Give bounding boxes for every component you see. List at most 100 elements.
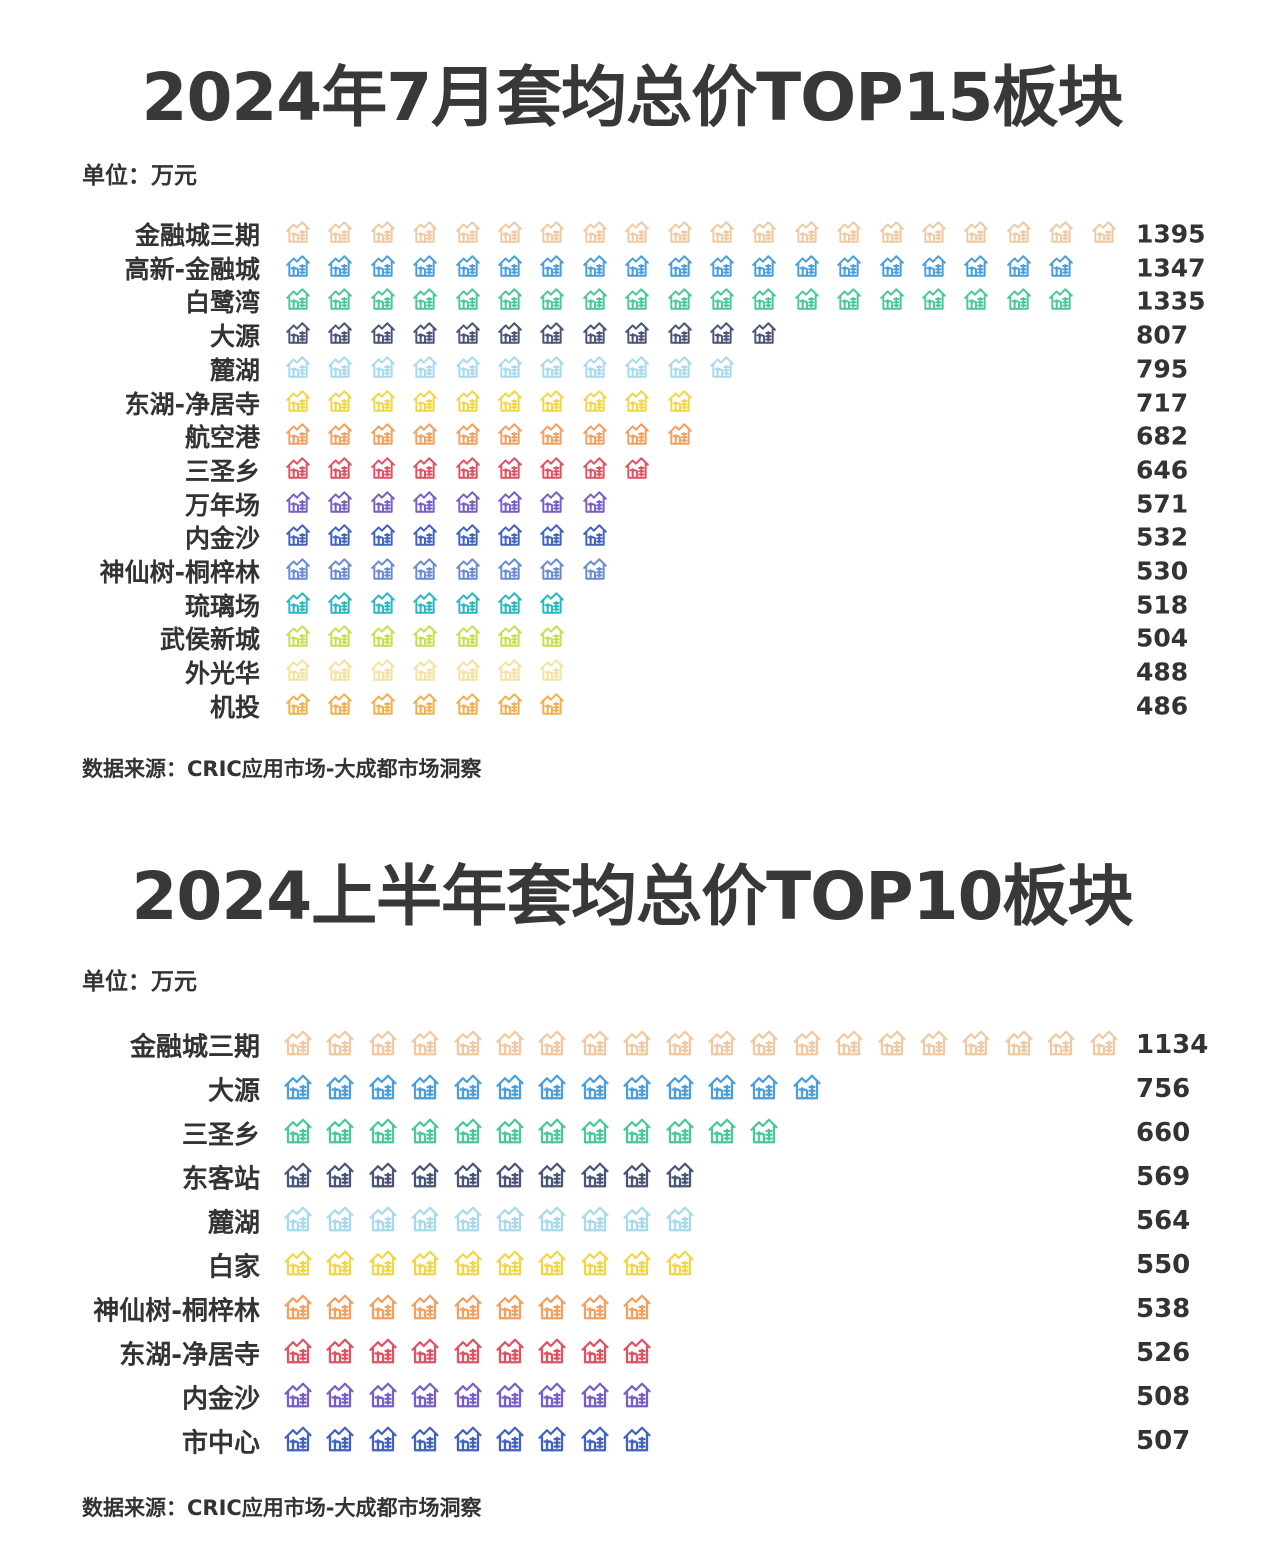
house-icon: [410, 1028, 440, 1062]
house-icon: [537, 1292, 567, 1326]
house-icon: [624, 286, 650, 316]
house-icon: [539, 286, 565, 316]
category-label: 琉璃场: [184, 591, 260, 621]
house-icon: [412, 219, 438, 249]
house-icon: [539, 489, 565, 519]
value-label: 795: [1136, 354, 1189, 384]
category-label: 金融城三期: [134, 221, 260, 250]
house-icon: [921, 219, 947, 249]
category-label: 机投: [209, 692, 260, 722]
house-icon: [283, 1380, 313, 1414]
value-label: 569: [1136, 1162, 1191, 1192]
house-icon: [751, 219, 777, 249]
house-icon: [622, 1028, 652, 1062]
category-label: 市中心: [181, 1428, 260, 1459]
house-icon: [665, 1116, 695, 1150]
house-icon: [285, 657, 311, 687]
category-label: 神仙树-桐梓林: [99, 558, 260, 587]
house-icon: [327, 253, 353, 283]
house-icon: [539, 556, 565, 586]
value-label: 1134: [1136, 1030, 1209, 1060]
house-icon: [622, 1336, 652, 1370]
house-icon: [580, 1204, 610, 1238]
house-icon: [325, 1424, 355, 1458]
house-icon: [497, 556, 523, 586]
house-icon: [412, 522, 438, 552]
house-icon: [412, 489, 438, 519]
house-icon: [368, 1292, 398, 1326]
value-label: 564: [1136, 1206, 1191, 1236]
house-icon: [412, 691, 438, 721]
house-icon: [325, 1116, 355, 1150]
house-icon: [455, 286, 481, 316]
house-icon: [1048, 219, 1074, 249]
house-icon: [412, 556, 438, 586]
house-icon: [539, 590, 565, 620]
house-icon: [622, 1424, 652, 1458]
house-icon: [879, 253, 905, 283]
house-icon: [667, 388, 693, 418]
house-icon: [412, 657, 438, 687]
house-icon: [370, 354, 396, 384]
house-icon: [410, 1248, 440, 1282]
house-icon: [537, 1204, 567, 1238]
house-icon: [497, 219, 523, 249]
house-icon: [836, 253, 862, 283]
house-icon: [327, 522, 353, 552]
house-icon: [455, 219, 481, 249]
house-icon: [368, 1248, 398, 1282]
category-label: 内金沙: [184, 524, 260, 554]
house-icon: [582, 556, 608, 586]
category-label: 万年场: [184, 490, 260, 520]
house-icon: [1006, 253, 1032, 283]
value-label: 532: [1136, 522, 1189, 552]
house-icon: [412, 286, 438, 316]
house-icon: [370, 455, 396, 485]
chart2-title: 2024上半年套均总价TOP10板块: [131, 858, 1133, 935]
house-icon: [410, 1116, 440, 1150]
house-icon: [709, 253, 735, 283]
house-icon: [327, 590, 353, 620]
house-icon: [327, 657, 353, 687]
house-icon: [370, 219, 396, 249]
house-icon: [453, 1160, 483, 1194]
house-icon: [580, 1160, 610, 1194]
house-icon: [368, 1424, 398, 1458]
value-label: 1395: [1136, 219, 1206, 249]
house-icon: [497, 522, 523, 552]
chart1-title: 2024年7月套均总价TOP15板块: [141, 59, 1124, 136]
category-label: 三圣乡: [181, 1120, 260, 1151]
house-icon: [455, 556, 481, 586]
house-icon: [622, 1204, 652, 1238]
house-icon: [624, 354, 650, 384]
value-label: 518: [1136, 590, 1189, 620]
house-icon: [537, 1424, 567, 1458]
house-icon: [412, 354, 438, 384]
category-label: 白鹭湾: [184, 288, 260, 318]
house-icon: [539, 421, 565, 451]
value-label: 508: [1136, 1382, 1191, 1412]
house-icon: [667, 320, 693, 350]
house-icon: [325, 1160, 355, 1194]
house-icon: [455, 388, 481, 418]
house-icon: [325, 1204, 355, 1238]
house-icon: [582, 354, 608, 384]
house-icon: [370, 623, 396, 653]
value-label: 538: [1136, 1294, 1191, 1324]
house-icon: [963, 253, 989, 283]
house-icon: [667, 421, 693, 451]
house-icon: [370, 522, 396, 552]
house-icon: [963, 286, 989, 316]
house-icon: [370, 286, 396, 316]
category-label: 航空港: [184, 423, 260, 453]
house-icon: [709, 354, 735, 384]
house-icon: [497, 691, 523, 721]
house-icon: [327, 556, 353, 586]
house-icon: [285, 219, 311, 249]
house-icon: [497, 590, 523, 620]
house-icon: [582, 421, 608, 451]
house-icon: [455, 590, 481, 620]
category-label: 东客站: [181, 1164, 260, 1195]
house-icon: [580, 1028, 610, 1062]
house-icon: [410, 1292, 440, 1326]
